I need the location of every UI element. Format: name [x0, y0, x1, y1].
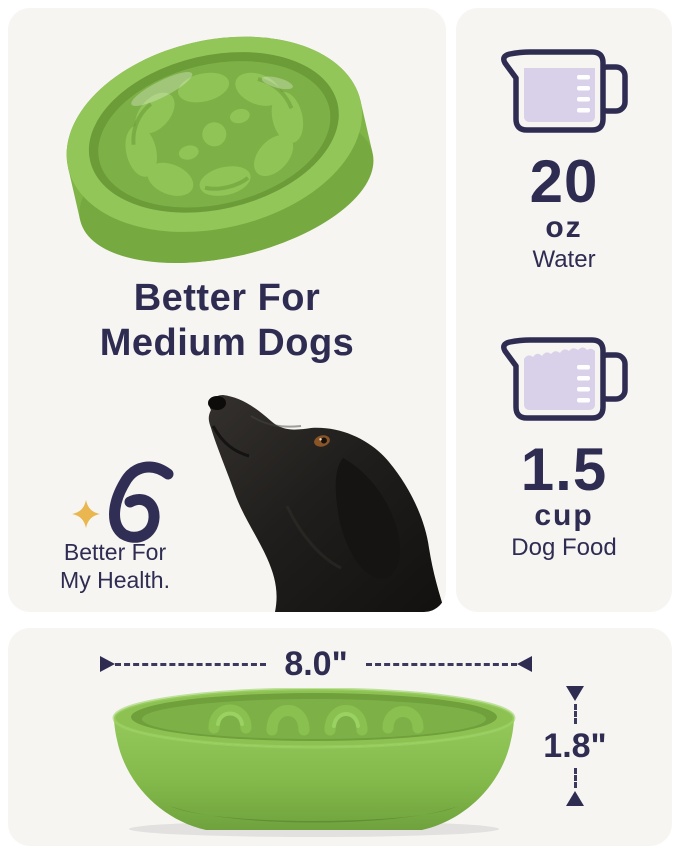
caption: Better For My Health. — [30, 538, 200, 594]
arrow-up-icon — [566, 791, 584, 806]
measuring-cup-water-icon — [501, 49, 628, 133]
scribble-icon — [109, 461, 174, 543]
stat-water-label: Water — [532, 246, 596, 273]
right-panel: 20 oz Water 1.5 cup Dog Food — [456, 8, 672, 612]
headline-line2: Medium Dogs — [99, 322, 355, 364]
stat-water-unit: oz — [545, 211, 583, 244]
width-label: 8.0" — [284, 644, 348, 683]
stat-food-unit: cup — [534, 499, 594, 532]
width-dimension: 8.0" — [100, 644, 533, 683]
arrow-left-icon — [517, 656, 533, 672]
dimensions-panel: 8.0" — [8, 628, 672, 846]
dashed-line — [365, 662, 518, 666]
headline: Better For Medium Dogs — [8, 276, 446, 366]
left-panel: Better For Medium Dogs Better For My Hea… — [8, 8, 446, 612]
stat-food-label: Dog Food — [511, 534, 617, 561]
caption-line1: Better For — [63, 539, 167, 565]
stat-food-value: 1.5 — [520, 436, 608, 503]
height-dimension: 1.8" — [530, 686, 620, 822]
measuring-cup-food-icon — [501, 337, 628, 421]
arrow-right-icon — [100, 656, 115, 672]
dog-photo — [208, 395, 445, 612]
stat-dog-food: 1.5 cup Dog Food — [456, 334, 672, 562]
stat-water: 20 oz Water — [456, 46, 672, 274]
arrow-down-icon — [566, 686, 584, 701]
sparkle-icon — [72, 500, 100, 528]
dashed-line — [573, 704, 577, 724]
headline-line1: Better For — [133, 277, 321, 319]
slow-feeder-bowl-image — [66, 36, 374, 264]
dashed-line — [115, 662, 267, 666]
caption-line2: My Health. — [60, 567, 170, 593]
height-label: 1.8" — [543, 727, 607, 765]
bowl-side-view-image — [112, 688, 516, 837]
dashed-line — [573, 768, 577, 788]
stat-water-value: 20 — [529, 148, 599, 215]
